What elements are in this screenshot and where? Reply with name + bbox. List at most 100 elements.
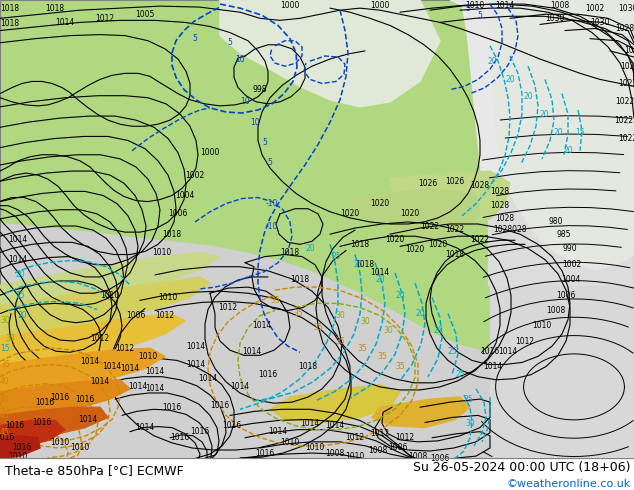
Polygon shape <box>372 397 470 428</box>
Text: 1014: 1014 <box>301 419 320 428</box>
Text: 1016: 1016 <box>223 421 242 430</box>
Text: 998: 998 <box>253 85 268 94</box>
Text: 1020: 1020 <box>370 199 390 208</box>
Text: 1012: 1012 <box>115 343 134 353</box>
Text: 1008: 1008 <box>547 306 566 315</box>
Text: 1026: 1026 <box>624 47 634 55</box>
Text: 1014: 1014 <box>370 269 390 277</box>
Text: 1012: 1012 <box>346 433 365 442</box>
Text: 1016: 1016 <box>36 398 55 407</box>
Text: 30: 30 <box>5 334 15 343</box>
Text: 5: 5 <box>228 38 233 47</box>
Text: 1014: 1014 <box>186 342 205 351</box>
Text: 1016: 1016 <box>190 427 210 436</box>
Polygon shape <box>0 436 40 458</box>
Text: 1004: 1004 <box>561 275 581 285</box>
Text: 1026: 1026 <box>445 177 465 186</box>
Text: 1010: 1010 <box>465 0 484 10</box>
Text: 1008: 1008 <box>550 0 569 10</box>
Text: 1020: 1020 <box>405 245 425 254</box>
Text: 1014: 1014 <box>55 18 75 27</box>
Polygon shape <box>0 0 634 305</box>
Text: 1014: 1014 <box>145 367 165 376</box>
Text: 1010: 1010 <box>8 452 28 461</box>
Text: 15: 15 <box>15 291 25 300</box>
Text: 1014: 1014 <box>252 321 271 330</box>
Text: 30: 30 <box>360 317 370 326</box>
Text: 20: 20 <box>395 291 405 300</box>
Text: 20: 20 <box>553 128 563 137</box>
Text: 1010: 1010 <box>100 291 120 300</box>
Polygon shape <box>270 385 400 422</box>
Text: 30: 30 <box>465 419 475 428</box>
Polygon shape <box>0 407 108 444</box>
Text: 20: 20 <box>305 244 315 253</box>
Text: 15: 15 <box>575 128 585 137</box>
Text: 1020: 1020 <box>429 240 448 249</box>
Text: 45: 45 <box>0 428 10 437</box>
Text: 30: 30 <box>0 316 10 325</box>
Text: 1022: 1022 <box>616 98 634 106</box>
Text: 1008: 1008 <box>408 452 427 461</box>
Text: 25: 25 <box>455 370 465 379</box>
Text: 1012: 1012 <box>219 303 238 312</box>
Text: 1012: 1012 <box>515 337 534 345</box>
Text: 1014: 1014 <box>242 347 262 356</box>
Text: 1014: 1014 <box>186 360 205 369</box>
Text: 1016: 1016 <box>0 433 15 442</box>
Text: 20: 20 <box>15 270 25 279</box>
Text: 1010: 1010 <box>306 443 325 452</box>
Text: 1012: 1012 <box>96 14 115 23</box>
Text: 1014: 1014 <box>79 415 98 424</box>
Text: ©weatheronline.co.uk: ©weatheronline.co.uk <box>507 479 631 490</box>
Text: 1022: 1022 <box>618 79 634 88</box>
Text: 1016: 1016 <box>210 401 230 410</box>
Text: 1014: 1014 <box>91 377 110 386</box>
Text: -10: -10 <box>266 199 278 208</box>
Polygon shape <box>530 305 634 458</box>
Text: 1022: 1022 <box>420 221 439 230</box>
Polygon shape <box>0 348 165 399</box>
Text: 5: 5 <box>465 3 470 13</box>
Polygon shape <box>0 0 634 51</box>
Text: 35: 35 <box>313 323 323 332</box>
Text: 985: 985 <box>557 230 571 239</box>
Text: 25: 25 <box>447 347 457 356</box>
Text: 1014: 1014 <box>145 385 165 393</box>
Text: 20: 20 <box>375 275 385 285</box>
Text: 45: 45 <box>0 411 10 420</box>
Polygon shape <box>0 314 185 368</box>
Text: 1016: 1016 <box>171 433 190 442</box>
Text: 35: 35 <box>335 337 345 345</box>
Text: 35: 35 <box>0 360 10 369</box>
Text: 30: 30 <box>383 326 393 335</box>
Text: 1008: 1008 <box>325 448 345 458</box>
Text: Theta-e 850hPa [°C] ECMWF: Theta-e 850hPa [°C] ECMWF <box>5 464 184 477</box>
Text: 1002: 1002 <box>185 171 205 180</box>
Text: 1002: 1002 <box>562 260 581 269</box>
Text: 1010: 1010 <box>533 321 552 330</box>
Text: 1030: 1030 <box>590 18 610 27</box>
Polygon shape <box>0 380 130 422</box>
Text: 1018: 1018 <box>446 250 465 259</box>
Text: 1016: 1016 <box>32 418 51 427</box>
Text: 1010: 1010 <box>70 443 89 452</box>
Polygon shape <box>350 188 480 239</box>
Text: 1028: 1028 <box>491 187 510 196</box>
Text: 5: 5 <box>193 34 197 43</box>
Polygon shape <box>0 0 420 41</box>
Text: 20: 20 <box>505 75 515 84</box>
Text: 1014: 1014 <box>136 423 155 432</box>
Text: 1006: 1006 <box>168 209 188 219</box>
Text: 1030: 1030 <box>618 3 634 13</box>
Text: 1012: 1012 <box>370 429 389 438</box>
Text: 1010: 1010 <box>50 439 70 447</box>
Text: 1020: 1020 <box>401 209 420 219</box>
Text: 1018: 1018 <box>46 3 65 13</box>
Polygon shape <box>488 173 634 285</box>
Text: 1018: 1018 <box>1 19 20 28</box>
Text: 1014: 1014 <box>120 364 139 373</box>
Text: 25: 25 <box>353 260 363 269</box>
Text: 20: 20 <box>433 326 443 335</box>
Text: 1016: 1016 <box>259 370 278 379</box>
